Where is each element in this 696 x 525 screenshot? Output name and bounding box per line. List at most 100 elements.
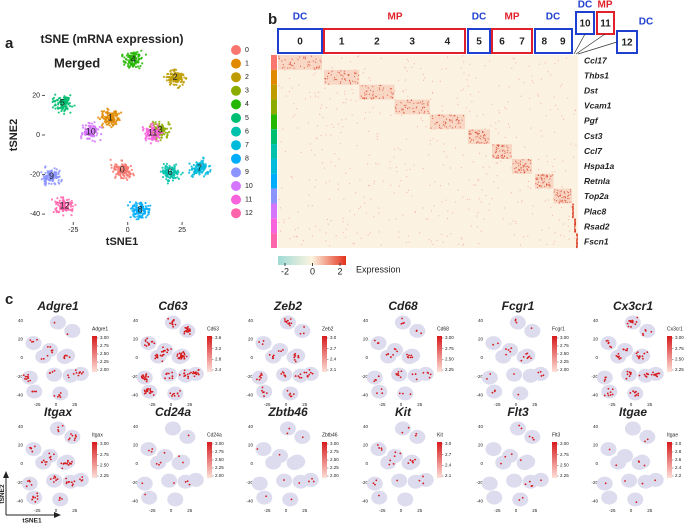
y-tick-label: 0: [365, 461, 368, 466]
cell-point: [65, 206, 69, 210]
heatmap-speck: [357, 82, 359, 84]
expr-point: [629, 320, 632, 322]
heatmap-speck: [405, 89, 407, 91]
cell-point: [126, 173, 129, 176]
cell-cloud: [370, 442, 387, 457]
cell-cloud: [596, 476, 613, 491]
heatmap-speck: [359, 178, 361, 181]
heatmap-speck: [462, 55, 464, 57]
cell-point: [153, 129, 156, 132]
cell-point: [179, 74, 182, 77]
cell-point: [177, 86, 181, 89]
cell-cloud: [21, 476, 38, 491]
legend-tick-label: 2.4: [675, 465, 682, 470]
heatmap-speck: [398, 110, 400, 113]
expr-point: [540, 479, 542, 482]
expr-point: [164, 377, 166, 380]
cell-cloud: [171, 456, 188, 471]
heatmap-speck: [449, 125, 451, 127]
y-tick-label: 0: [480, 355, 483, 360]
legend-title: Adgre1: [92, 326, 108, 332]
expr-point: [180, 353, 182, 356]
heatmap-speck: [459, 122, 461, 124]
cell-point: [165, 79, 169, 82]
heatmap-speck: [482, 131, 484, 134]
heatmap-speck: [574, 221, 576, 223]
gene-title: Zbtb46: [267, 405, 308, 419]
expr-point: [149, 388, 152, 390]
expr-point: [68, 437, 71, 440]
expr-point: [141, 482, 144, 485]
heatmap-speck: [335, 78, 337, 80]
cell-cloud: [495, 349, 512, 364]
cell-point: [176, 176, 179, 179]
expr-point: [542, 374, 545, 377]
x-tick-label: 0: [170, 402, 173, 407]
heatmap-speck: [443, 151, 445, 153]
cell-point: [165, 162, 169, 166]
cell-point: [141, 205, 144, 209]
cell-point: [113, 168, 116, 171]
gene-title: Cd68: [388, 299, 418, 313]
heatmap-speck: [376, 133, 378, 135]
cell-point: [173, 165, 176, 168]
heatmap-speck: [498, 120, 500, 122]
cell-point: [97, 128, 100, 131]
expr-point: [142, 374, 144, 376]
legend-tick-label: 3.00: [215, 441, 224, 446]
cluster-number: 10: [579, 19, 591, 30]
heatmap-speck: [439, 80, 441, 83]
cell-point: [142, 208, 145, 212]
expr-point: [172, 325, 175, 328]
expr-point: [634, 395, 637, 397]
heatmap-speck: [469, 93, 471, 96]
expr-point: [293, 358, 296, 361]
y-tick-label: 40: [133, 424, 139, 429]
expr-point: [146, 390, 149, 393]
x-tick-label: 25: [302, 508, 308, 513]
heatmap-speck: [435, 122, 437, 124]
legend-tick-label: 2.50: [100, 351, 109, 356]
heatmap-speck: [357, 56, 359, 58]
expr-point: [159, 461, 162, 464]
expr-point: [638, 356, 641, 358]
heatmap-speck: [395, 108, 397, 110]
expr-point: [632, 320, 634, 322]
heatmap-speck: [307, 205, 309, 207]
heatmap-speck: [345, 228, 347, 230]
heatmap-speck: [570, 205, 572, 207]
cell-point: [166, 131, 169, 135]
heatmap-speck: [407, 235, 409, 237]
feature-plot: [136, 421, 204, 507]
heatmap-speck: [326, 125, 328, 127]
heatmap-speck: [405, 104, 407, 106]
cell-point: [129, 207, 133, 210]
heatmap-speck: [447, 56, 449, 58]
heatmap-speck: [546, 175, 548, 177]
expr-point: [287, 322, 290, 325]
expr-point: [411, 373, 414, 376]
heatmap-speck: [338, 72, 340, 74]
heatmap-speck: [328, 83, 330, 85]
heatmap-speck: [538, 185, 540, 187]
cell-point: [124, 61, 127, 64]
cell-point: [46, 170, 50, 173]
gene-label: Plac8: [584, 206, 606, 216]
cell-point: [137, 208, 140, 212]
legend-tick-label: 2.7: [330, 346, 337, 351]
cell-point: [87, 129, 90, 132]
heatmap-speck: [569, 230, 571, 232]
cell-point: [56, 106, 59, 109]
legend-tick-label: 2.00: [100, 367, 109, 372]
expr-point: [652, 371, 654, 374]
heatmap-speck: [495, 150, 497, 152]
legend-tick-label: 2.25: [330, 465, 339, 470]
cell-cloud: [371, 490, 388, 505]
cluster-bar: [271, 158, 277, 174]
cell-cloud: [49, 421, 66, 436]
group-label: MP: [505, 12, 520, 23]
heatmap-speck: [576, 234, 578, 236]
expr-point: [392, 462, 395, 465]
heatmap-speck: [562, 223, 564, 225]
expr-point: [53, 321, 56, 324]
